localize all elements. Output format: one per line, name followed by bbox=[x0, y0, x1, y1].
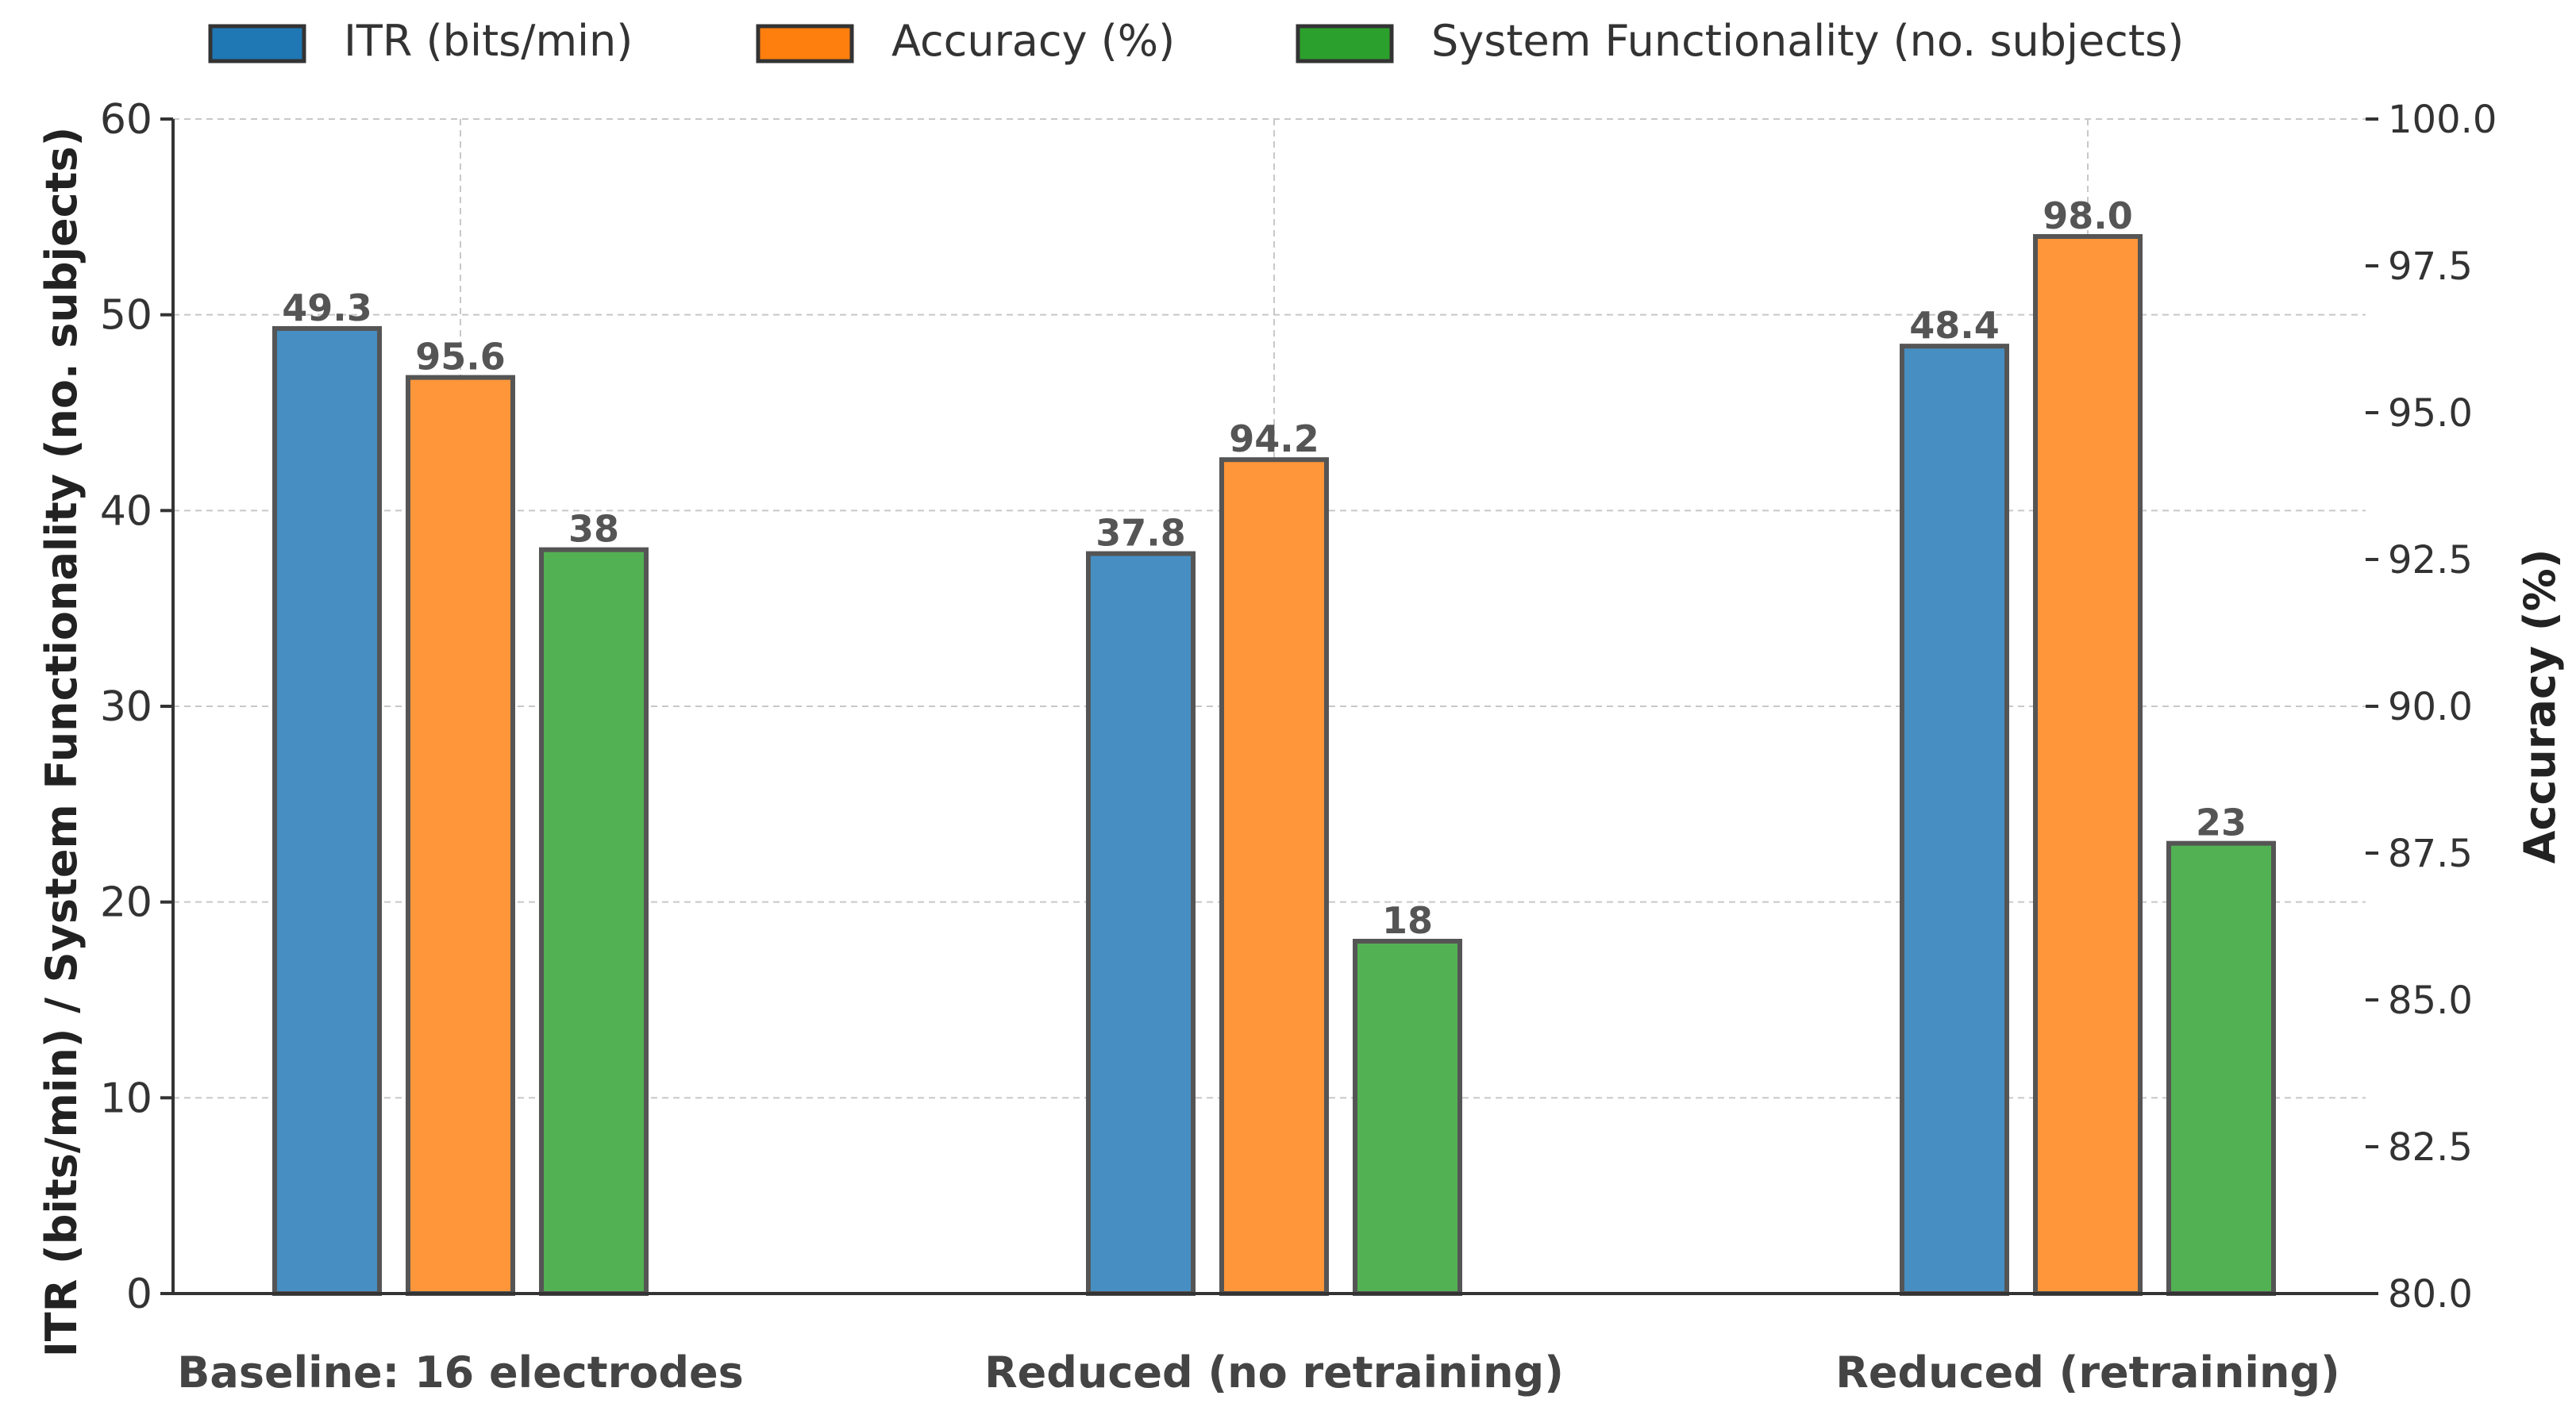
y-left-tick-label: 10 bbox=[100, 1075, 152, 1122]
y-left-tick-label: 40 bbox=[100, 487, 152, 535]
data-label: 48.4 bbox=[1909, 304, 2000, 347]
data-label: 38 bbox=[568, 508, 619, 551]
x-category-label: Reduced (retraining) bbox=[1835, 1348, 2339, 1398]
y-right-tick-label: 82.5 bbox=[2388, 1125, 2473, 1170]
legend-label: ITR (bits/min) bbox=[344, 16, 633, 66]
data-label: 37.8 bbox=[1095, 512, 1186, 555]
bar-itr-1 bbox=[272, 325, 382, 1296]
y-right-tick-label: 90.0 bbox=[2388, 685, 2473, 729]
legend-swatch bbox=[208, 24, 306, 63]
y-right-tick-label: 85.0 bbox=[2388, 978, 2473, 1023]
data-label: 98.0 bbox=[2043, 194, 2133, 237]
bar-accuracy-1 bbox=[406, 375, 515, 1297]
y-right-tick-label: 100.0 bbox=[2388, 98, 2497, 142]
legend-swatch bbox=[756, 24, 854, 63]
y-left-tick-label: 0 bbox=[126, 1271, 152, 1318]
y-right-axis-title: Accuracy (%) bbox=[2515, 549, 2565, 864]
bars bbox=[272, 234, 2276, 1297]
legend: ITR (bits/min) Accuracy (%) System Functio… bbox=[208, 16, 2184, 66]
data-label: 94.2 bbox=[1229, 417, 1319, 460]
y-right-tick-label: 92.5 bbox=[2388, 538, 2473, 582]
y-left-tick-label: 20 bbox=[100, 879, 152, 927]
y-right-tick-label: 95.0 bbox=[2388, 391, 2473, 436]
x-category-label: Reduced (no retraining) bbox=[984, 1348, 1564, 1398]
data-labels: 49.3 37.8 48.4 95.6 94.2 98.0 38 18 23 bbox=[282, 194, 2247, 942]
y-left-axis-title: ITR (bits/min) / System Functionality (n… bbox=[37, 127, 87, 1358]
data-label: 18 bbox=[1382, 899, 1433, 942]
y-right-tick-label: 87.5 bbox=[2388, 832, 2473, 876]
bar-itr-2 bbox=[1086, 551, 1196, 1296]
data-label: 95.6 bbox=[415, 336, 506, 379]
y-left-tick-label: 50 bbox=[100, 292, 152, 340]
bar-system-2 bbox=[1353, 939, 1462, 1296]
y-left-tick-label: 60 bbox=[100, 96, 152, 144]
bar-itr-3 bbox=[1900, 344, 2009, 1297]
legend-swatch bbox=[1296, 24, 1394, 63]
y-right-tick-label: 80.0 bbox=[2388, 1272, 2473, 1317]
bar-system-3 bbox=[2166, 840, 2276, 1296]
x-category-labels: Baseline: 16 electrodes Reduced (no retra… bbox=[177, 1348, 2339, 1398]
y-right-ticks: 80.0 82.5 85.0 87.5 90.0 92.5 95.0 97.5 100.0 bbox=[2366, 98, 2497, 1317]
data-label: 23 bbox=[2196, 802, 2247, 844]
y-left-ticks: 0 10 20 30 40 50 60 bbox=[100, 96, 173, 1318]
bar-accuracy-3 bbox=[2033, 234, 2143, 1296]
bar-accuracy-2 bbox=[1219, 457, 1329, 1297]
data-label: 49.3 bbox=[282, 286, 372, 329]
y-right-tick-label: 97.5 bbox=[2388, 244, 2473, 289]
legend-label: Accuracy (%) bbox=[891, 16, 1175, 66]
y-left-tick-label: 30 bbox=[100, 683, 152, 731]
bar-system-1 bbox=[539, 547, 649, 1296]
legend-label: System Functionality (no. subjects) bbox=[1431, 16, 2184, 66]
x-category-label: Baseline: 16 electrodes bbox=[177, 1348, 744, 1398]
